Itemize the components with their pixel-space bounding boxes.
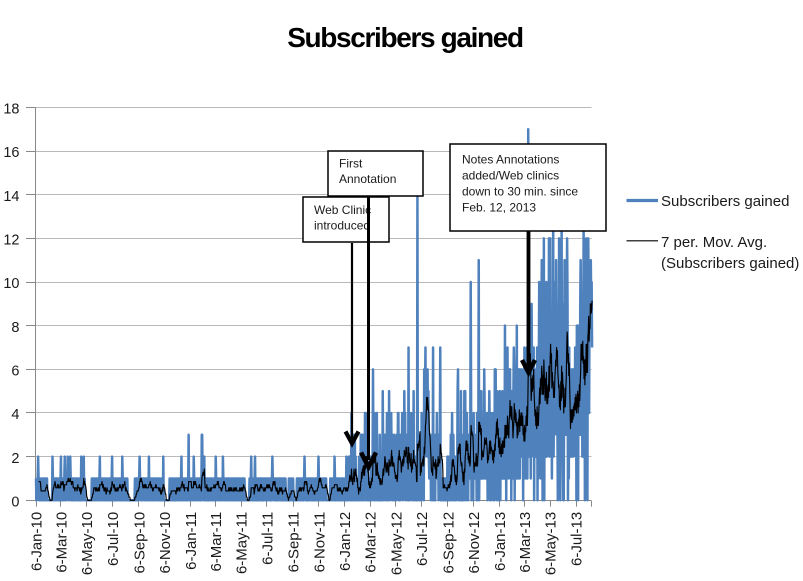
svg-text:6-May-13: 6-May-13: [543, 512, 560, 575]
svg-text:10: 10: [3, 276, 19, 292]
svg-text:Web Clinic: Web Clinic: [314, 203, 371, 217]
svg-text:6-Jul-10: 6-Jul-10: [105, 512, 122, 566]
svg-text:Feb. 12, 2013: Feb. 12, 2013: [462, 201, 536, 215]
svg-text:6-Jan-12: 6-Jan-12: [337, 512, 354, 571]
svg-text:(Subscribers gained): (Subscribers gained): [661, 255, 799, 272]
svg-text:6-Sep-10: 6-Sep-10: [131, 512, 148, 574]
svg-text:6-Nov-12: 6-Nov-12: [466, 512, 483, 574]
svg-text:2: 2: [11, 451, 19, 467]
svg-text:6-Jul-11: 6-Jul-11: [259, 512, 276, 565]
svg-text:6-Nov-10: 6-Nov-10: [157, 512, 174, 574]
svg-text:6-Jul-12: 6-Jul-12: [414, 512, 431, 566]
svg-text:Notes Annotations: Notes Annotations: [462, 152, 559, 166]
svg-text:6-May-11: 6-May-11: [234, 512, 251, 574]
svg-text:6-Jan-13: 6-Jan-13: [492, 512, 509, 571]
svg-text:Subscribers gained: Subscribers gained: [287, 22, 523, 53]
svg-text:Subscribers gained: Subscribers gained: [661, 193, 789, 210]
svg-text:First: First: [339, 157, 363, 171]
svg-text:0: 0: [11, 495, 19, 511]
svg-text:introduced: introduced: [314, 219, 370, 233]
svg-text:6: 6: [11, 364, 19, 380]
svg-text:added/Web clinics: added/Web clinics: [462, 168, 559, 182]
svg-text:18: 18: [3, 102, 19, 118]
svg-text:6-Mar-11: 6-Mar-11: [208, 512, 225, 572]
svg-text:6-Jan-11: 6-Jan-11: [183, 512, 200, 570]
svg-text:4: 4: [11, 407, 19, 423]
svg-text:6-Jan-10: 6-Jan-10: [29, 512, 46, 571]
svg-text:6-Sep-12: 6-Sep-12: [440, 512, 457, 574]
svg-text:6-May-12: 6-May-12: [388, 512, 405, 575]
svg-text:6-May-10: 6-May-10: [79, 512, 96, 575]
svg-text:6-Sep-11: 6-Sep-11: [286, 512, 303, 573]
svg-text:6-Jul-13: 6-Jul-13: [569, 512, 586, 566]
svg-text:12: 12: [3, 233, 19, 249]
svg-text:16: 16: [3, 145, 19, 161]
svg-text:6-Nov-11: 6-Nov-11: [311, 512, 328, 573]
svg-text:8: 8: [11, 320, 19, 336]
svg-text:down to 30 min. since: down to 30 min. since: [462, 185, 578, 199]
svg-text:14: 14: [3, 189, 19, 205]
svg-text:7 per. Mov. Avg.: 7 per. Mov. Avg.: [661, 234, 767, 251]
svg-text:6-Mar-10: 6-Mar-10: [53, 512, 70, 573]
svg-text:Annotation: Annotation: [339, 172, 396, 186]
svg-text:6-Mar-12: 6-Mar-12: [363, 512, 380, 573]
svg-text:6-Mar-13: 6-Mar-13: [517, 512, 534, 573]
